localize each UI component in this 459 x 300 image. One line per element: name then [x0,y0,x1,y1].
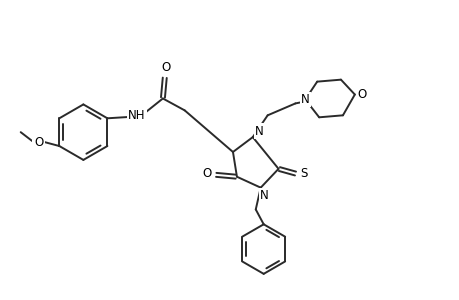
Text: N: N [255,125,263,138]
Text: NH: NH [128,109,146,122]
Text: O: O [161,61,170,74]
Text: N: N [260,189,269,202]
Text: O: O [34,136,43,148]
Text: S: S [300,167,308,180]
Text: O: O [202,167,212,180]
Text: N: N [300,93,309,106]
Text: O: O [356,88,366,101]
